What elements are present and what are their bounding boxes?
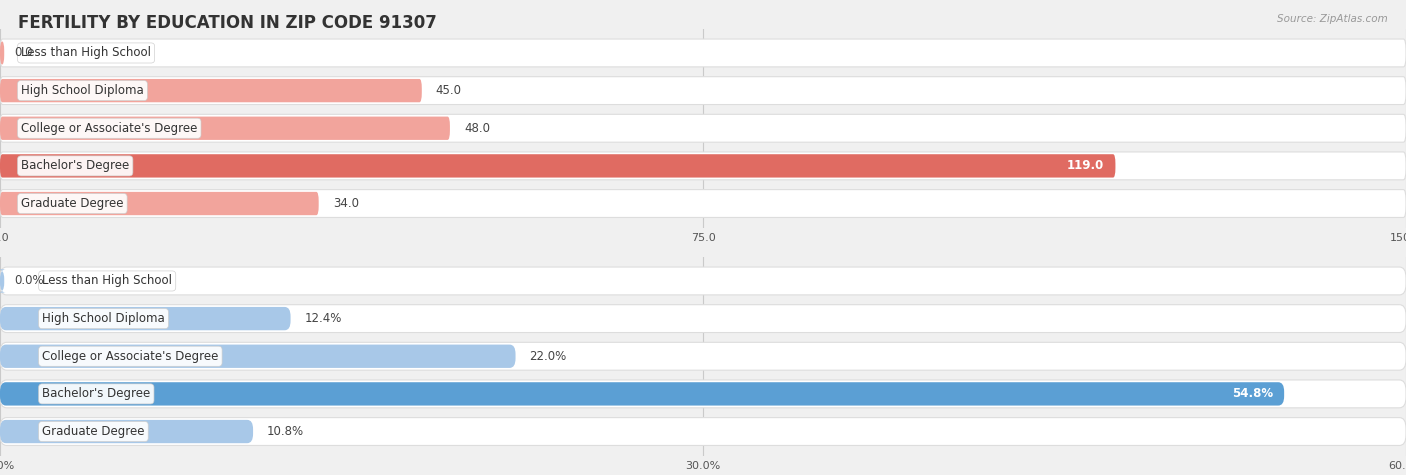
- Text: Less than High School: Less than High School: [42, 275, 172, 287]
- Text: 48.0: 48.0: [464, 122, 489, 135]
- FancyBboxPatch shape: [0, 344, 516, 368]
- FancyBboxPatch shape: [0, 76, 1406, 104]
- Text: 34.0: 34.0: [333, 197, 359, 210]
- Text: 0.0: 0.0: [14, 47, 32, 59]
- FancyBboxPatch shape: [0, 152, 1406, 180]
- Text: 54.8%: 54.8%: [1232, 388, 1272, 400]
- Text: College or Associate's Degree: College or Associate's Degree: [42, 350, 218, 363]
- Text: Source: ZipAtlas.com: Source: ZipAtlas.com: [1277, 14, 1388, 24]
- Text: 12.4%: 12.4%: [305, 312, 342, 325]
- FancyBboxPatch shape: [0, 269, 6, 293]
- FancyBboxPatch shape: [0, 114, 1406, 142]
- FancyBboxPatch shape: [0, 192, 319, 215]
- Text: Graduate Degree: Graduate Degree: [21, 197, 124, 210]
- Text: Bachelor's Degree: Bachelor's Degree: [42, 388, 150, 400]
- Text: Less than High School: Less than High School: [21, 47, 150, 59]
- FancyBboxPatch shape: [0, 342, 1406, 370]
- FancyBboxPatch shape: [0, 41, 4, 65]
- Text: FERTILITY BY EDUCATION IN ZIP CODE 91307: FERTILITY BY EDUCATION IN ZIP CODE 91307: [18, 14, 437, 32]
- Text: College or Associate's Degree: College or Associate's Degree: [21, 122, 197, 135]
- Text: High School Diploma: High School Diploma: [42, 312, 165, 325]
- Text: 10.8%: 10.8%: [267, 425, 304, 438]
- Text: 22.0%: 22.0%: [530, 350, 567, 363]
- FancyBboxPatch shape: [0, 190, 1406, 218]
- Text: Graduate Degree: Graduate Degree: [42, 425, 145, 438]
- Text: 119.0: 119.0: [1067, 160, 1104, 172]
- FancyBboxPatch shape: [0, 154, 1115, 178]
- Text: 45.0: 45.0: [436, 84, 461, 97]
- FancyBboxPatch shape: [0, 39, 1406, 67]
- FancyBboxPatch shape: [0, 267, 1406, 295]
- FancyBboxPatch shape: [0, 418, 1406, 446]
- FancyBboxPatch shape: [0, 116, 450, 140]
- FancyBboxPatch shape: [0, 420, 253, 443]
- Text: Bachelor's Degree: Bachelor's Degree: [21, 160, 129, 172]
- Text: 0.0%: 0.0%: [14, 275, 44, 287]
- FancyBboxPatch shape: [0, 380, 1406, 408]
- Text: High School Diploma: High School Diploma: [21, 84, 143, 97]
- FancyBboxPatch shape: [0, 79, 422, 102]
- FancyBboxPatch shape: [0, 382, 1284, 406]
- FancyBboxPatch shape: [0, 307, 291, 330]
- FancyBboxPatch shape: [0, 304, 1406, 332]
